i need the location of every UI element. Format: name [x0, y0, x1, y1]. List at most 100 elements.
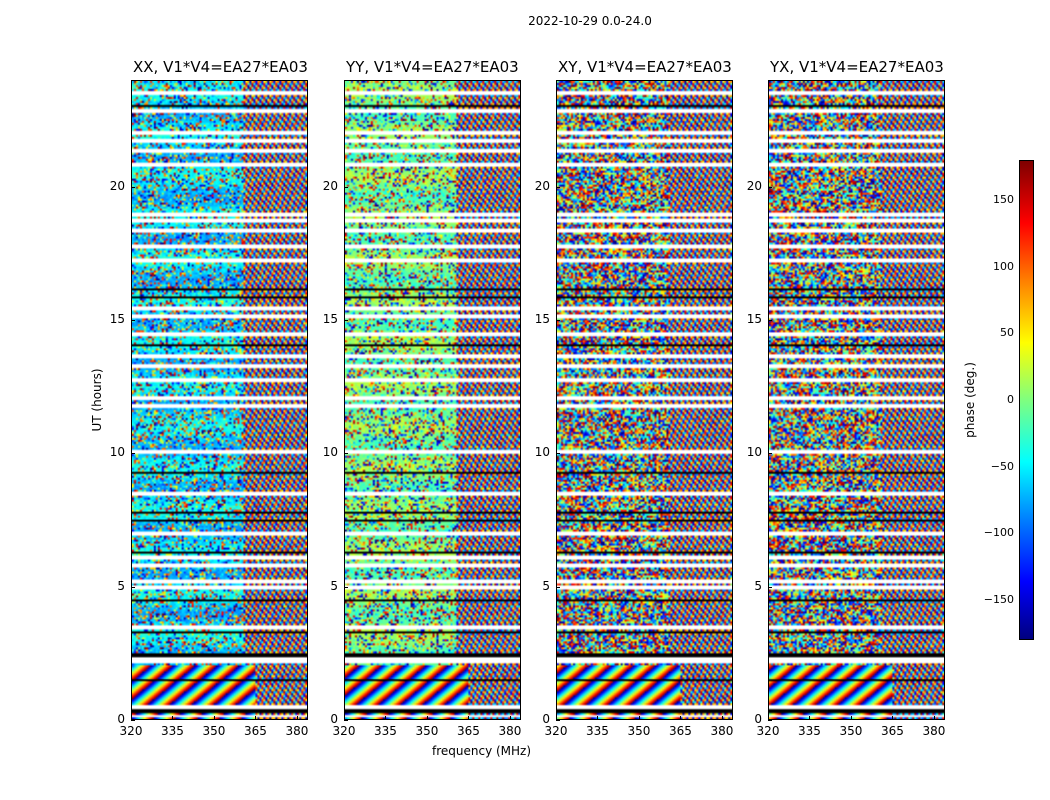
x-tick-label: 350: [839, 724, 863, 738]
x-tick-label: 335: [161, 724, 184, 738]
y-tick-mark: [768, 720, 772, 721]
y-tick-label: 15: [534, 312, 550, 326]
y-tick-label: 20: [534, 178, 550, 193]
colorbar-label: phase (deg.): [963, 362, 977, 438]
y-tick-mark: [344, 586, 348, 588]
y-tick-label: 5: [330, 578, 338, 593]
y-tick-label: 10: [109, 445, 125, 460]
x-tick-label: 365: [457, 724, 480, 738]
x-tick-label: 320: [119, 724, 143, 738]
x-tick-mark: [426, 716, 428, 720]
colorbar-tick-label: 0: [1007, 393, 1014, 406]
panel-title-4: YX, V1*V4=EA27*EA03: [770, 58, 944, 76]
x-tick-mark: [213, 716, 215, 720]
y-tick-label: 5: [542, 578, 550, 593]
panel-title-3: XY, V1*V4=EA27*EA03: [558, 58, 732, 76]
colorbar: [1019, 160, 1034, 640]
y-tick-mark: [768, 586, 772, 588]
x-tick-label: 365: [669, 724, 692, 738]
y-tick-label: 15: [746, 312, 762, 326]
phase-heatmap-2: [345, 81, 520, 719]
phase-heatmap-1: [132, 81, 307, 719]
x-tick-label: 350: [627, 724, 651, 738]
phase-heatmap-4: [769, 81, 944, 719]
y-tick-label: 15: [322, 312, 338, 326]
y-tick-mark: [344, 720, 348, 721]
x-tick-mark: [509, 716, 511, 720]
x-tick-mark: [933, 716, 935, 720]
x-tick-mark: [296, 716, 298, 720]
y-tick-label: 10: [746, 445, 762, 460]
x-tick-label: 365: [881, 724, 904, 738]
y-tick-label: 0: [754, 712, 762, 726]
x-tick-mark: [680, 716, 682, 720]
x-tick-mark: [468, 716, 470, 720]
y-tick-label: 5: [117, 578, 125, 593]
x-tick-mark: [556, 716, 557, 720]
x-tick-mark: [638, 716, 640, 720]
panel-3: [556, 80, 733, 720]
y-axis-label: UT (hours): [90, 368, 104, 432]
panel-4: [768, 80, 945, 720]
x-tick-label: 380: [922, 724, 946, 738]
colorbar-tick-label: 100: [993, 259, 1014, 273]
y-tick-label: 20: [746, 178, 762, 193]
panel-title-2: YY, V1*V4=EA27*EA03: [346, 58, 519, 76]
x-axis-label: frequency (MHz): [432, 744, 532, 758]
y-tick-mark: [131, 186, 135, 188]
y-tick-mark: [556, 720, 560, 721]
panel-title-1: XX, V1*V4=EA27*EA03: [133, 58, 308, 76]
x-tick-label: 320: [756, 724, 780, 738]
x-tick-label: 335: [798, 724, 821, 738]
x-tick-mark: [131, 716, 132, 720]
x-tick-label: 365: [244, 724, 267, 738]
y-tick-mark: [556, 320, 560, 321]
y-tick-label: 5: [754, 578, 762, 593]
figure-title: 2022-10-29 0.0-24.0: [528, 14, 652, 28]
y-tick-label: 20: [109, 178, 125, 193]
y-tick-mark: [556, 186, 560, 188]
x-tick-mark: [385, 716, 387, 720]
x-tick-mark: [892, 716, 894, 720]
y-tick-mark: [344, 453, 348, 455]
colorbar-tick-label: −50: [990, 459, 1014, 473]
colorbar-tick-label: −100: [983, 526, 1014, 540]
y-tick-mark: [768, 320, 772, 321]
x-tick-mark: [721, 716, 723, 720]
x-tick-mark: [255, 716, 257, 720]
colorbar-tick-label: 150: [993, 193, 1014, 206]
y-tick-mark: [131, 453, 135, 455]
x-tick-mark: [809, 716, 811, 720]
y-tick-label: 10: [534, 445, 550, 460]
x-tick-label: 380: [498, 724, 522, 738]
x-tick-label: 380: [710, 724, 734, 738]
y-tick-label: 0: [117, 712, 125, 726]
colorbar-tick-label: 50: [1000, 326, 1014, 340]
y-tick-label: 0: [330, 712, 338, 726]
phase-heatmap-3: [557, 81, 732, 719]
y-tick-mark: [556, 453, 560, 455]
y-tick-label: 20: [322, 178, 338, 193]
colorbar-tick-label: −150: [983, 593, 1014, 606]
y-tick-mark: [768, 453, 772, 455]
y-tick-label: 10: [322, 445, 338, 460]
y-tick-mark: [131, 720, 135, 721]
panel-1: [131, 80, 308, 720]
x-tick-mark: [850, 716, 852, 720]
x-tick-label: 350: [415, 724, 439, 738]
y-tick-mark: [556, 586, 560, 588]
x-tick-label: 380: [285, 724, 309, 738]
x-tick-mark: [597, 716, 599, 720]
y-tick-mark: [768, 186, 772, 188]
y-tick-label: 15: [109, 312, 125, 326]
x-tick-label: 320: [544, 724, 568, 738]
y-tick-mark: [344, 186, 348, 188]
y-tick-mark: [131, 586, 135, 588]
x-tick-label: 320: [332, 724, 356, 738]
y-tick-mark: [344, 320, 348, 321]
panel-2: [344, 80, 521, 720]
x-tick-mark: [768, 716, 769, 720]
x-tick-label: 335: [374, 724, 397, 738]
y-tick-mark: [131, 320, 135, 321]
x-tick-label: 335: [586, 724, 609, 738]
